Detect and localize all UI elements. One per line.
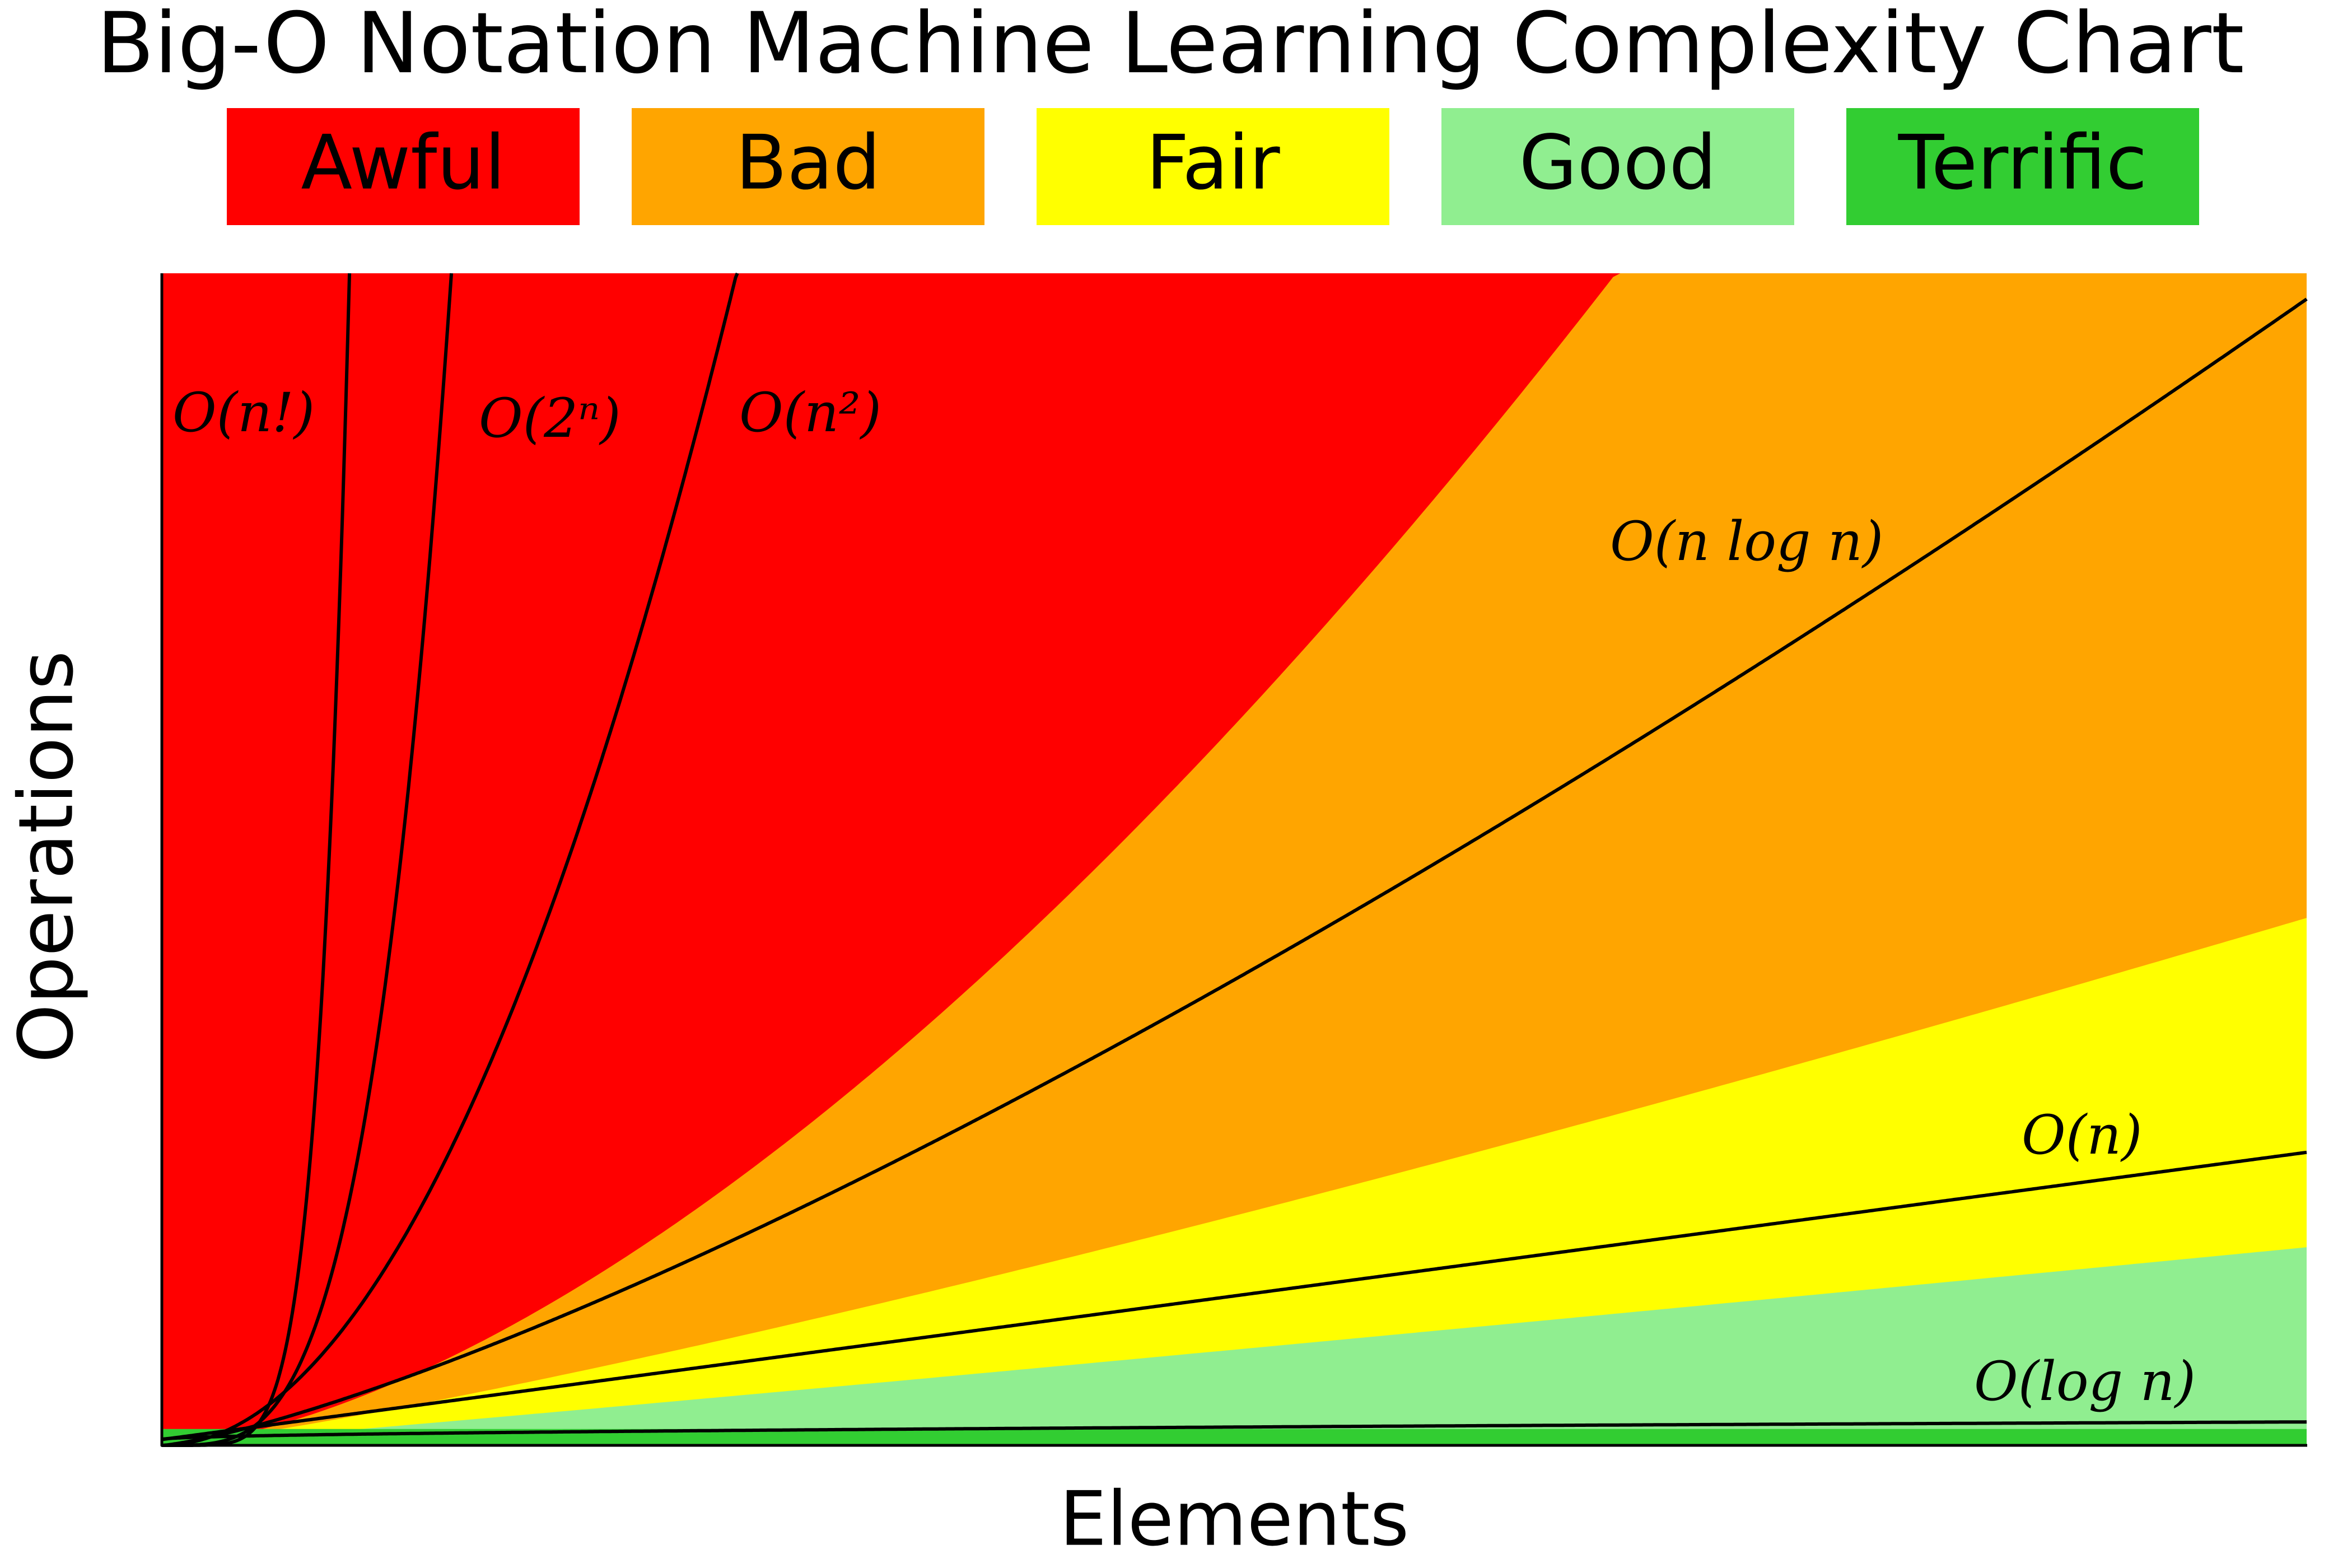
region: [162, 1247, 2307, 1445]
complexity-curves: [161, 272, 2308, 1447]
legend-swatch: [227, 108, 580, 225]
legend-swatch: [632, 108, 984, 225]
chart-title: Big-O Notation Machine Learning Complexi…: [96, 0, 2244, 92]
curve-label: O(n log n): [1610, 510, 1883, 573]
y-axis-label: Operations: [3, 651, 90, 1063]
complexity-curve: [161, 297, 2308, 1447]
x-axis-label: Elements: [1060, 1476, 1410, 1563]
legend-swatch: [1037, 108, 1389, 225]
legend-label: Good: [1519, 119, 1717, 207]
curve-label: O(n!): [172, 381, 315, 444]
complexity-curve: [162, 273, 454, 1447]
complexity-curve: [161, 1420, 2307, 1441]
complexity-regions: [162, 273, 2307, 1445]
legend-label: Fair: [1146, 119, 1280, 207]
curve-label: O(n): [2022, 1104, 2142, 1166]
legend: Awful Bad Fair Good Terrific: [227, 108, 2199, 225]
legend-label: Terrific: [1898, 119, 2148, 207]
curve-labels: O(n!) O(2ⁿ) O(n²) O(n log n) O(n) O(log n): [172, 381, 2196, 1413]
curve-label: O(2ⁿ): [479, 387, 621, 450]
legend-swatch: [1441, 108, 1794, 225]
curve-label: O(log n): [1974, 1350, 2196, 1413]
complexity-curve: [162, 272, 739, 1447]
legend-swatch: [1846, 108, 2199, 225]
legend-label: Bad: [735, 119, 880, 207]
complexity-curve: [161, 1150, 2307, 1441]
region: [162, 1429, 2307, 1445]
legend-label: Awful: [301, 119, 505, 207]
curve-label: O(n²): [739, 381, 881, 444]
